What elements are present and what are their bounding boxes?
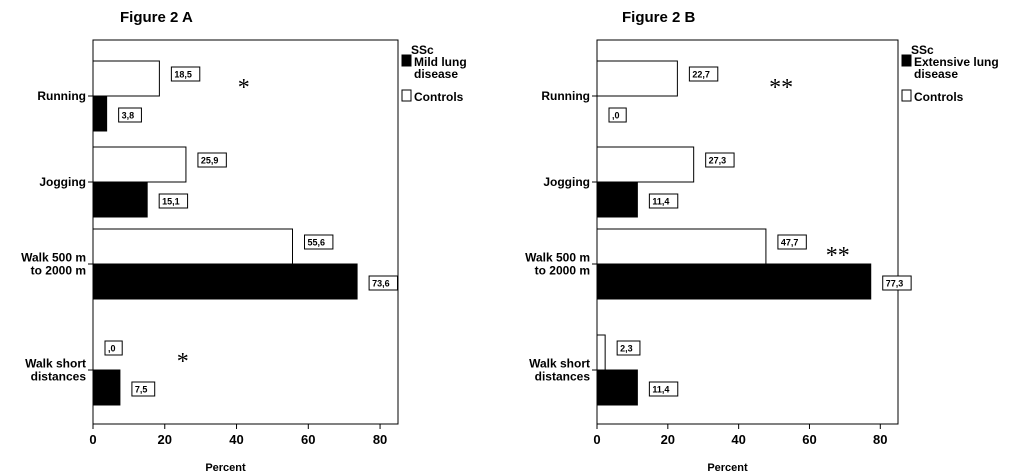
panel-b-value-box-controls-0 — [688, 66, 719, 82]
panel-b-bar-controls-1 — [596, 146, 695, 183]
panel-b-value-label-controls-1: 27,3 — [709, 156, 727, 166]
panel-a-value-label-ssc-3: 7,5 — [135, 385, 148, 395]
panel-b: Figure 2 B 0 20 40 60 80 Percent Running 22,7 ,0 J… — [525, 9, 999, 474]
panel-a-significance-marker-0: * — [238, 75, 250, 101]
panel-a-legend-controls-swatch — [401, 89, 412, 102]
panel-a-x-tick-label-80: 80 — [373, 432, 387, 447]
panel-b-bar-controls-0 — [596, 60, 678, 97]
panel-a-x-tick-label-60: 60 — [301, 432, 315, 447]
panel-b-x-tick-label-60: 60 — [802, 432, 816, 447]
panel-b-category-label-2-line-1: to 2000 m — [535, 264, 590, 278]
panel-b-x-tick-label-20: 20 — [661, 432, 675, 447]
panel-a-significance-marker-1: * — [177, 349, 189, 375]
panel-a-bar-ssc-2 — [92, 263, 358, 300]
panel-a-value-box-ssc-1 — [158, 193, 189, 209]
panel-a-x-tick-label-0: 0 — [89, 432, 96, 447]
panel-b-category-label-3-line-1: distances — [535, 370, 591, 384]
panel-a-category-label-2-line-1: to 2000 m — [31, 264, 86, 278]
panel-a-value-label-controls-0: 18,5 — [174, 70, 192, 80]
panel-b-legend-ssc-label-line-1: Extensive lung — [914, 55, 999, 69]
panel-a-category-label-3-line-1: distances — [31, 370, 87, 384]
panel-b-value-label-ssc-1: 11,4 — [652, 197, 669, 207]
panel-a-legend-controls-label: Controls — [414, 90, 464, 104]
panel-b-legend-controls-swatch — [901, 89, 912, 102]
panel-b-x-tick-label-40: 40 — [731, 432, 745, 447]
panel-b-category-label-1: Jogging — [543, 175, 590, 189]
panel-b-category-label-0: Running — [541, 89, 590, 103]
panel-b-legend-controls-label: Controls — [914, 90, 964, 104]
panel-b-category-label-2-line-0: Walk 500 m — [525, 251, 590, 265]
panel-b-significance-marker-0: ** — [769, 75, 793, 101]
panel-a-value-label-ssc-1: 15,1 — [162, 197, 180, 207]
panel-a-legend-ssc-swatch — [401, 54, 412, 67]
panel-a-category-label-3-line-0: Walk short — [25, 357, 86, 371]
panel-b-value-box-ssc-2 — [882, 275, 912, 291]
panel-b-value-box-controls-1 — [705, 152, 735, 168]
panel-a-bar-controls-2 — [92, 228, 294, 265]
panel-b-legend-ssc-label-line-0: SSc — [911, 43, 934, 57]
panel-a-category-label-2-line-0: Walk 500 m — [21, 251, 86, 265]
panel-a-category-label-1: Jogging — [39, 175, 86, 189]
panel-a-value-box-ssc-2 — [368, 275, 398, 291]
panel-a-bar-ssc-0 — [92, 95, 108, 132]
panel-b-bar-controls-3 — [596, 334, 606, 371]
panel-b-bar-ssc-2 — [596, 263, 872, 300]
panel-a-value-label-controls-2: 55,6 — [308, 238, 326, 248]
panel-b-value-box-ssc-3 — [648, 381, 679, 397]
panel-a-bar-controls-0 — [92, 60, 160, 97]
panel-b-significance-marker-1: ** — [826, 243, 850, 269]
panel-b-value-label-controls-3: 2,3 — [620, 344, 633, 354]
panel-b-value-box-controls-3 — [616, 340, 641, 356]
panel-b-value-label-ssc-0: ,0 — [612, 111, 620, 121]
panel-a-bar-ssc-3 — [92, 369, 121, 406]
panel-a-bar-controls-1 — [92, 146, 187, 183]
panel-b-bar-ssc-1 — [596, 181, 638, 218]
panel-b-x-tick-label-0: 0 — [593, 432, 600, 447]
panel-a-legend-ssc-label-line-2: disease — [414, 67, 458, 81]
panel-a-legend-ssc-label-line-1: Mild lung — [414, 55, 467, 69]
panel-a-value-box-controls-2 — [304, 234, 334, 250]
panel-b-value-box-ssc-1 — [648, 193, 679, 209]
panel-a-bar-ssc-1 — [92, 181, 148, 218]
panel-a-category-label-0: Running — [37, 89, 86, 103]
panel-a-value-box-controls-0 — [170, 66, 201, 82]
panel-a-value-label-ssc-0: 3,8 — [122, 111, 135, 121]
panel-b-bar-controls-2 — [596, 228, 767, 265]
panel-b-x-axis-label: Percent — [707, 462, 748, 474]
panel-a-x-tick-label-40: 40 — [229, 432, 243, 447]
panel-a: Figure 2 A 0 20 40 60 80 Percent Running 18,5 3,8… — [21, 9, 467, 474]
panel-a-title: Figure 2 A — [120, 9, 193, 26]
panel-b-title: Figure 2 B — [622, 9, 696, 26]
panel-b-legend-ssc-label-line-2: disease — [914, 67, 958, 81]
panel-a-value-box-controls-3 — [104, 340, 123, 356]
panel-b-value-box-ssc-0 — [608, 107, 627, 123]
panel-b-x-tick-label-80: 80 — [873, 432, 887, 447]
panel-b-value-box-controls-2 — [777, 234, 807, 250]
panel-a-x-tick-label-20: 20 — [158, 432, 172, 447]
panel-b-value-label-ssc-3: 11,4 — [652, 385, 669, 395]
panel-a-x-axis-label: Percent — [205, 462, 246, 474]
panel-b-bar-ssc-3 — [596, 369, 638, 406]
panel-a-value-box-controls-1 — [197, 152, 227, 168]
panel-b-legend-ssc-swatch — [901, 54, 912, 67]
panel-a-legend-ssc-label-line-0: SSc — [411, 43, 434, 57]
panel-b-value-label-controls-0: 22,7 — [692, 70, 710, 80]
panel-a-value-label-controls-3: ,0 — [108, 344, 116, 354]
panel-a-value-box-ssc-0 — [118, 107, 142, 123]
panel-a-value-label-controls-1: 25,9 — [201, 156, 219, 166]
panel-a-value-label-ssc-2: 73,6 — [372, 279, 390, 289]
panel-b-value-label-ssc-2: 77,3 — [886, 279, 904, 289]
panel-a-value-box-ssc-3 — [131, 381, 156, 397]
panel-b-value-label-controls-2: 47,7 — [781, 238, 799, 248]
panel-b-category-label-3-line-0: Walk short — [529, 357, 590, 371]
